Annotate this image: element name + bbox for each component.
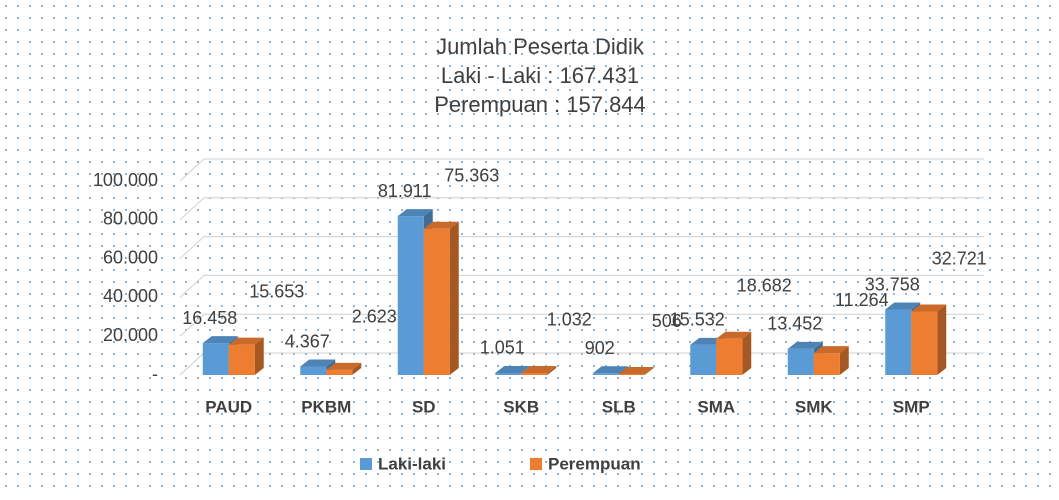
x-tick-label: SKB xyxy=(503,397,539,416)
value-label: 81.911 xyxy=(378,181,432,201)
bar-top xyxy=(397,209,433,217)
value-label: 902 xyxy=(585,338,615,358)
legend-swatch xyxy=(530,458,542,470)
y-tick-label: 100.000 xyxy=(93,170,158,190)
x-tick-label: SMA xyxy=(697,397,735,416)
value-label: 506 xyxy=(652,311,682,331)
bar xyxy=(787,348,814,375)
bar xyxy=(885,309,912,375)
bar xyxy=(521,372,548,375)
value-label: 11.264 xyxy=(835,290,889,310)
value-label: 16.458 xyxy=(182,308,237,328)
bar xyxy=(716,338,743,375)
bar-side xyxy=(742,331,752,375)
bar-top xyxy=(716,331,752,339)
y-tick-label: - xyxy=(152,364,158,384)
value-label: 33.758 xyxy=(865,274,920,294)
bar-top xyxy=(813,346,849,354)
bar-side xyxy=(352,362,362,375)
bar-top xyxy=(592,366,628,374)
bar-top xyxy=(911,304,947,312)
bar xyxy=(326,369,353,375)
x-tick-label: PKBM xyxy=(301,397,351,416)
value-label: 18.682 xyxy=(737,276,792,296)
x-tick-label: PAUD xyxy=(205,397,252,416)
value-label: 32.721 xyxy=(932,248,987,268)
grid-line xyxy=(179,158,984,182)
y-tick-label: 20.000 xyxy=(103,325,158,345)
value-label: 2.623 xyxy=(352,307,397,327)
grid-line xyxy=(179,274,984,298)
chart-subtitle: Perempuan : 157.844 xyxy=(434,92,646,117)
value-label: 1.032 xyxy=(547,310,592,330)
bar xyxy=(397,216,424,375)
bar-top xyxy=(618,367,654,375)
legend-label: Laki-laki xyxy=(378,454,446,473)
bar-top xyxy=(885,302,921,310)
x-tick-label: SD xyxy=(412,397,436,416)
bar-side xyxy=(937,304,947,375)
bar-top xyxy=(521,365,557,373)
grid-line xyxy=(179,313,984,337)
bar xyxy=(228,344,255,375)
bar-top xyxy=(202,336,238,344)
y-tick-label: 40.000 xyxy=(103,286,158,306)
legend-label: Perempuan xyxy=(548,454,641,473)
bar xyxy=(300,366,327,375)
value-label: 15.653 xyxy=(249,281,304,301)
bar-top xyxy=(300,359,336,367)
y-tick-label: 60.000 xyxy=(103,247,158,267)
bar xyxy=(618,374,645,376)
chart-title: Jumlah Peserta Didik xyxy=(436,34,645,59)
bar xyxy=(690,344,717,375)
bar xyxy=(423,228,450,375)
value-label: 15.532 xyxy=(670,310,725,330)
bar xyxy=(495,372,522,375)
bar-side xyxy=(254,337,264,375)
chart-subtitle: Laki - Laki : 167.431 xyxy=(441,63,639,88)
value-label: 13.452 xyxy=(767,314,822,334)
y-tick-label: 80.000 xyxy=(103,209,158,229)
x-tick-label: SLB xyxy=(602,397,636,416)
legend-swatch xyxy=(360,458,372,470)
bar-top xyxy=(787,341,823,349)
bar-side xyxy=(644,367,654,375)
bar-side xyxy=(547,365,557,375)
x-tick-label: SMP xyxy=(893,397,930,416)
bar-top xyxy=(326,362,362,370)
value-label: 4.367 xyxy=(285,331,330,351)
value-label: 1.051 xyxy=(480,338,525,358)
bar-top xyxy=(423,221,459,229)
bar-top xyxy=(495,365,531,373)
bar xyxy=(813,353,840,375)
bar xyxy=(202,343,229,375)
bar-side xyxy=(839,346,849,375)
bar-side xyxy=(449,221,459,375)
x-tick-label: SMK xyxy=(795,397,834,416)
value-label: 75.363 xyxy=(444,166,499,186)
bar xyxy=(592,373,619,375)
grid-line xyxy=(179,236,984,259)
bar-top xyxy=(228,337,264,345)
grid-line xyxy=(179,197,984,221)
bar xyxy=(911,311,938,375)
